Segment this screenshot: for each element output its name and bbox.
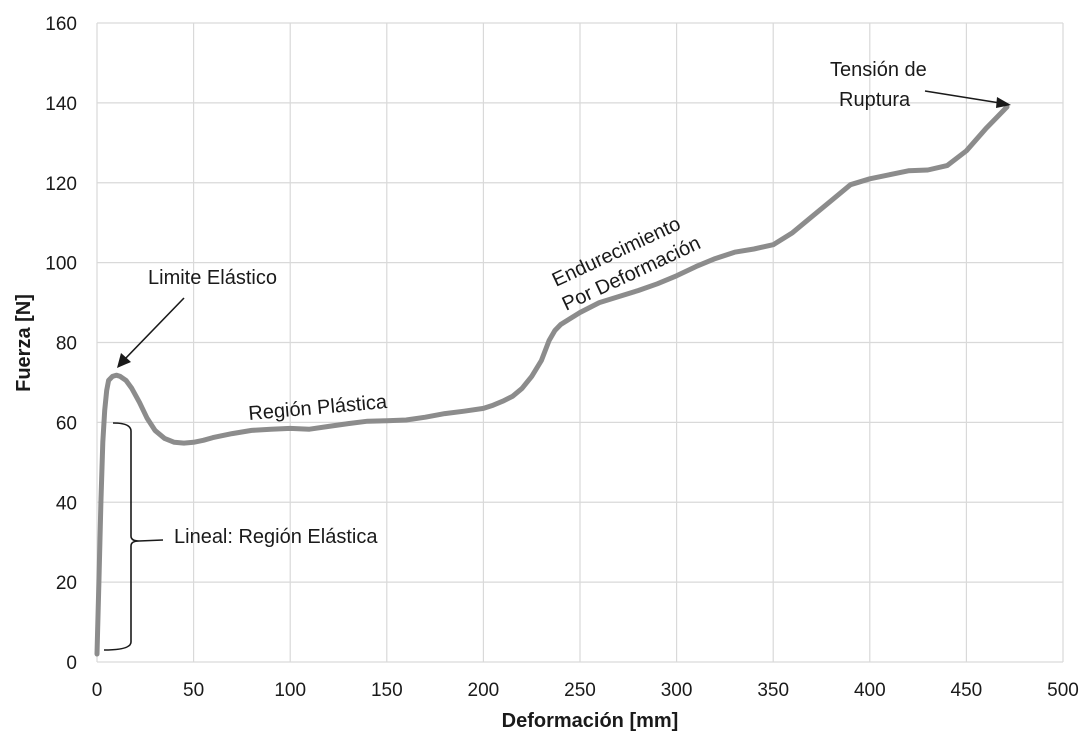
annotation-tension-de: Tensión de bbox=[830, 59, 927, 81]
y-axis-ticks: 0 20 40 60 80 100 120 140 160 bbox=[45, 14, 77, 674]
annotation-bracket-leader bbox=[138, 539, 164, 542]
annotation-region-elastica: Lineal: Región Elástica bbox=[174, 526, 378, 548]
grid-lines bbox=[96, 22, 1064, 663]
annotation-arrow-ruptura bbox=[924, 90, 1001, 104]
x-tick-label: 300 bbox=[661, 680, 693, 701]
annotation-arrow-limite bbox=[123, 297, 185, 361]
x-tick-label: 250 bbox=[564, 680, 596, 701]
y-tick-label: 160 bbox=[45, 14, 77, 35]
x-tick-label: 0 bbox=[92, 680, 103, 701]
x-tick-label: 450 bbox=[951, 680, 983, 701]
x-axis-title: Deformación [mm] bbox=[502, 710, 679, 732]
x-tick-label: 150 bbox=[371, 680, 403, 701]
y-tick-label: 0 bbox=[66, 653, 77, 674]
x-tick-label: 350 bbox=[757, 680, 789, 701]
y-tick-label: 100 bbox=[45, 254, 77, 275]
annotation-arrowhead-limite bbox=[117, 353, 131, 368]
annotation-arrowhead-ruptura bbox=[996, 97, 1011, 108]
annotation-limite-elastico: Limite Elástico bbox=[148, 267, 277, 289]
y-tick-label: 20 bbox=[56, 573, 77, 594]
x-tick-label: 200 bbox=[468, 680, 500, 701]
annotation-ruptura: Ruptura bbox=[839, 89, 911, 111]
y-tick-label: 120 bbox=[45, 174, 77, 195]
y-tick-label: 60 bbox=[56, 413, 77, 434]
y-tick-label: 80 bbox=[56, 334, 77, 355]
series-line bbox=[94, 104, 1010, 657]
y-tick-label: 40 bbox=[56, 493, 77, 514]
x-tick-label: 500 bbox=[1047, 680, 1079, 701]
y-axis-title: Fuerza [N] bbox=[13, 294, 35, 392]
x-axis-ticks: 0 50 100 150 200 250 300 350 400 450 500 bbox=[92, 680, 1079, 701]
y-tick-label: 140 bbox=[45, 94, 77, 115]
x-tick-label: 50 bbox=[183, 680, 204, 701]
x-tick-label: 400 bbox=[854, 680, 886, 701]
x-tick-label: 100 bbox=[274, 680, 306, 701]
